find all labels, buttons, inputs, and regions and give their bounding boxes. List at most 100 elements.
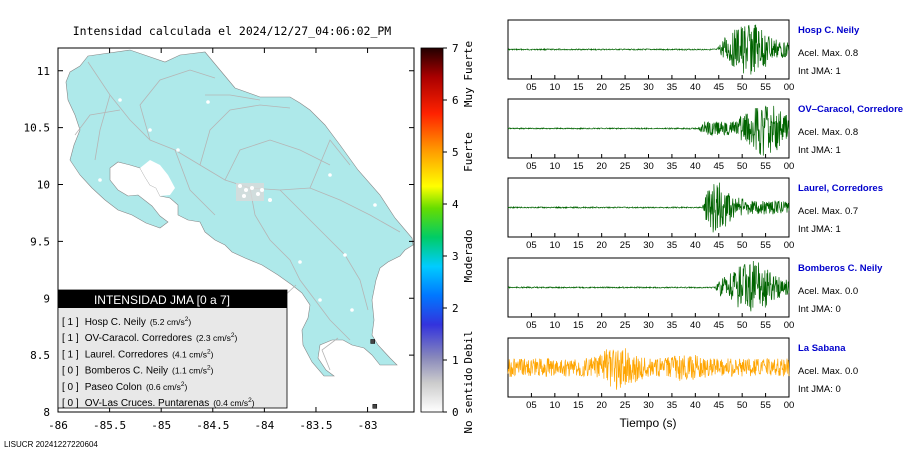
legend-entry-station: Paseo Colon — [85, 382, 142, 393]
colorbar-categories: No sentido Debil Moderado Fuerte Muy Fuerte — [462, 41, 475, 434]
seismogram-xtick-label: 45 — [713, 320, 724, 331]
seismogram-xtick-label: 15 — [573, 82, 584, 93]
seismogram-trace-group: 05 10 15 20 25 30 35 40 45 50 55 00 Bomberos C. Neil… — [507, 257, 883, 331]
seismogram-xtick-label: 05 — [526, 82, 537, 93]
seismogram-waveform — [507, 348, 790, 390]
seismogram-xtick-label: 15 — [573, 400, 584, 411]
seismogram-xtick-label: 05 — [526, 240, 537, 251]
seismogram-xtick-label: 25 — [620, 161, 631, 172]
station-markers — [370, 339, 378, 409]
legend-entry-close: ) — [185, 382, 188, 392]
legend-entry-close: ) — [252, 398, 255, 408]
map-ytick-label: 10.5 — [24, 122, 51, 135]
seismogram-station-name: Laurel, Corredores — [798, 183, 883, 194]
seismogram-xtick-label: 55 — [760, 400, 771, 411]
seismogram-xtick-label: 35 — [667, 400, 678, 411]
seismogram-accel-max: Acel. Max. 0.8 — [798, 127, 858, 138]
seismogram-xtick-label: 20 — [596, 320, 607, 331]
legend-entry-jma: [ 0 ] — [62, 366, 79, 377]
map-ytick-label: 8.5 — [30, 349, 50, 362]
road-network — [74, 61, 401, 371]
legend-entry: [ 1 ] OV-Caracol. Corredores (2.3 cm/s2) — [62, 332, 238, 344]
seismogram-xtick-label: 20 — [596, 400, 607, 411]
legend-box — [57, 289, 288, 409]
map-xtick-label: -83.5 — [299, 419, 332, 432]
seismogram-xtick-label: 30 — [643, 161, 654, 172]
seismogram-xtick-label: 35 — [667, 320, 678, 331]
seismogram-xtick-label: 00 — [784, 161, 795, 172]
seismogram-accel-max: Acel. Max. 0.7 — [798, 206, 858, 217]
intensity-legend: INTENSIDAD JMA [0 a 7] [ 1 ] Hosp C. Neil… — [57, 289, 288, 409]
colorbar-category-label: No sentido — [462, 367, 475, 433]
map-frame — [57, 47, 415, 413]
legend-entries: [ 1 ] Hosp C. Neily (5.2 cm/s2) [ 1 ] OV-Car… — [62, 316, 255, 409]
map-ytick-label: 9 — [43, 292, 50, 305]
colorbar-tick-label: 4 — [452, 198, 459, 211]
legend-entry-close: ) — [211, 366, 214, 376]
seismogram-xlabel: Tiempo (s) — [620, 416, 677, 430]
seismogram-trace-group: 05 10 15 20 25 30 35 40 45 50 55 00 La Sabana Acel. M… — [507, 337, 858, 411]
seismogram-xtick-label: 05 — [526, 320, 537, 331]
seismogram-xtick-label: 05 — [526, 161, 537, 172]
seismogram-xtick-label: 50 — [737, 240, 748, 251]
map-ytick-label: 8 — [43, 406, 50, 419]
nicoya-gulf — [140, 160, 175, 196]
seismogram-jma: Int JMA: 1 — [798, 145, 841, 156]
seismogram-xtick-label: 00 — [784, 400, 795, 411]
map-xtick-label: -84 — [254, 419, 274, 432]
map-xtick-label: -85 — [151, 419, 171, 432]
legend-header: INTENSIDAD JMA [0 a 7] — [94, 293, 230, 307]
seismogram-accel-max: Acel. Max. 0.8 — [798, 48, 858, 59]
seismogram-xtick-label: 55 — [760, 161, 771, 172]
seismogram-station-name: Hosp C. Neily — [798, 25, 860, 36]
seismogram-xtick-label: 25 — [620, 320, 631, 331]
legend-entry-station: OV-Caracol. Corredores — [85, 333, 192, 344]
legend-entry-jma: [ 1 ] — [62, 333, 79, 344]
seismogram-xtick-label: 50 — [737, 320, 748, 331]
seismogram-xtick-label: 40 — [690, 240, 701, 251]
seismogram-xtick-label: 00 — [784, 320, 795, 331]
seismogram-xtick-label: 50 — [737, 82, 748, 93]
seismogram-xtick-label: 30 — [643, 240, 654, 251]
legend-entry-unit-exp: 2 — [248, 397, 252, 404]
seismogram-xtick-label: 25 — [620, 400, 631, 411]
legend-entry-accel: (2.3 cm/s — [196, 333, 231, 343]
seismogram-station-name: OV–Caracol, Corredore — [798, 104, 903, 115]
colorbar-tick-label: 3 — [452, 250, 459, 263]
legend-entry-close: ) — [235, 333, 238, 343]
legend-entry: [ 0 ] Paseo Colon (0.6 cm/s2) — [62, 381, 188, 393]
seismogram-accel-max: Acel. Max. 0.0 — [798, 366, 858, 377]
map-xtick-label: -85.5 — [93, 419, 126, 432]
legend-entry-unit-exp: 2 — [231, 332, 235, 339]
seismogram-trace-group: 05 10 15 20 25 30 35 40 45 50 55 00 OV–Caracol, Corr… — [507, 98, 903, 172]
seismogram-xtick-label: 05 — [526, 400, 537, 411]
legend-entry-close: ) — [188, 317, 191, 327]
towns — [98, 98, 377, 312]
legend-entry-unit-exp: 2 — [207, 348, 211, 355]
legend-entry-accel: (4.1 cm/s — [172, 349, 207, 359]
colorbar: 0 1 2 3 4 5 6 7 No sentido Debil Moderado Fuerte Mu… — [420, 41, 475, 434]
legend-entry-accel: (0.4 cm/s — [213, 398, 248, 408]
legend-entry: [ 1 ] Laurel. Corredores (4.1 cm/s2) — [62, 348, 214, 360]
seismogram-waveform — [507, 182, 790, 233]
map-ytick-label: 11 — [37, 65, 50, 78]
legend-entry: [ 1 ] Hosp C. Neily (5.2 cm/s2) — [62, 316, 191, 328]
map-ticks: -86 -85.5 -85 -84.5 -84 -83.5 -83 8 8.5 9 9.5 10 10.… — [24, 48, 414, 432]
seismogram-xtick-label: 35 — [667, 240, 678, 251]
seismogram-xtick-label: 50 — [737, 400, 748, 411]
legend-entry: [ 0 ] OV-Las Cruces. Puntarenas (0.4 cm/s2… — [62, 397, 255, 409]
seismogram-xtick-label: 20 — [596, 82, 607, 93]
legend-entry-accel: (1.1 cm/s — [172, 366, 207, 376]
seismogram-xtick-label: 10 — [550, 161, 561, 172]
colorbar-tick-label: 6 — [452, 94, 459, 107]
map-xtick-label: -86 — [48, 419, 68, 432]
seismogram-xtick-label: 30 — [643, 320, 654, 331]
seismogram-xtick-label: 15 — [573, 320, 584, 331]
footer-id: LISUCR 20241227220604 — [4, 440, 98, 449]
legend-entry-unit-exp: 2 — [181, 381, 185, 388]
legend-header-bar — [58, 290, 287, 308]
seismogram-xtick-label: 10 — [550, 82, 561, 93]
seismogram-xtick-label: 30 — [643, 82, 654, 93]
map-xtick-label: -83 — [358, 419, 378, 432]
